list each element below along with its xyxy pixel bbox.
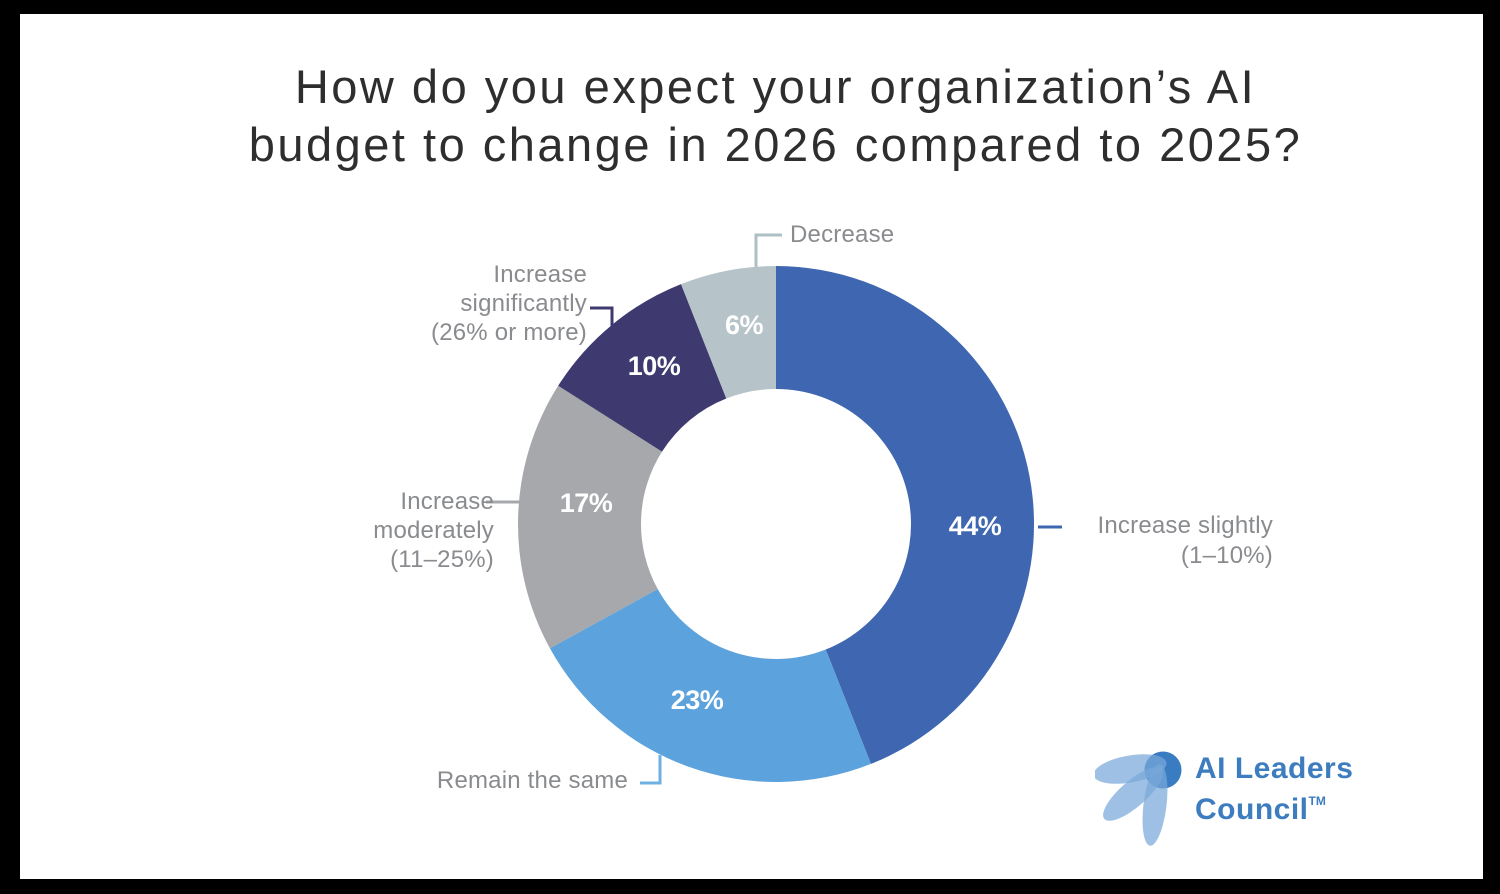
logo-petal-diagonal xyxy=(1103,767,1163,821)
label-remain-same: Remain the same xyxy=(428,766,628,795)
percent-label-1: 23% xyxy=(671,685,724,715)
chart-title-line1: How do you expect your organization’s AI xyxy=(294,60,1257,113)
donut-chart: 44% 23% 17% 10% 6% xyxy=(486,233,1062,785)
percent-label-4: 6% xyxy=(725,310,764,340)
percent-label-3: 10% xyxy=(628,351,681,381)
label-decrease: Decrease xyxy=(790,220,894,249)
label-increase-significantly: Increase significantly (26% or more) xyxy=(387,260,587,347)
logo: AI Leaders CouncilTM xyxy=(1095,742,1425,862)
logo-petal-down xyxy=(1142,764,1168,846)
logo-text-line1: AI Leaders xyxy=(1195,752,1354,785)
label-increase-slightly: Increase slightly (1–10%) xyxy=(1073,511,1273,571)
connector-line-3 xyxy=(590,306,614,330)
chart-title-line2: budget to change in 2026 compared to 202… xyxy=(248,118,1303,171)
donut-segment-2 xyxy=(518,385,663,649)
label-increase-slightly-line2: (1–10%) xyxy=(1180,542,1273,569)
label-increase-moderately: Increase moderately (11–25%) xyxy=(294,487,494,574)
percent-label-0: 44% xyxy=(949,511,1002,541)
connector-line-4 xyxy=(754,233,782,267)
logo-text-line2: Council xyxy=(1195,793,1309,826)
logo-text: AI Leaders CouncilTM xyxy=(1195,753,1353,826)
percent-label-2: 17% xyxy=(560,488,613,518)
label-decrease-line1: Decrease xyxy=(790,221,895,248)
logo-tm: TM xyxy=(1308,794,1326,808)
donut-segment-1 xyxy=(549,589,871,782)
label-increase-moderately-line1: Increase moderately xyxy=(373,488,494,544)
donut-segment-4 xyxy=(681,266,776,399)
donut-segment-3 xyxy=(558,284,727,452)
chart-title: How do you expect your organization’s AI… xyxy=(68,58,1483,174)
label-remain-same-line1: Remain the same xyxy=(436,767,628,794)
chart-canvas: How do you expect your organization’s AI… xyxy=(20,14,1483,879)
label-increase-moderately-line2: (11–25%) xyxy=(390,546,494,573)
donut-segment-0 xyxy=(776,266,1034,764)
label-increase-significantly-line2: (26% or more) xyxy=(431,319,587,346)
connector-line-1 xyxy=(640,755,662,785)
logo-mark-icon xyxy=(1095,751,1182,846)
label-increase-significantly-line1: Increase significantly xyxy=(460,261,587,317)
label-increase-slightly-line1: Increase slightly xyxy=(1097,512,1273,539)
